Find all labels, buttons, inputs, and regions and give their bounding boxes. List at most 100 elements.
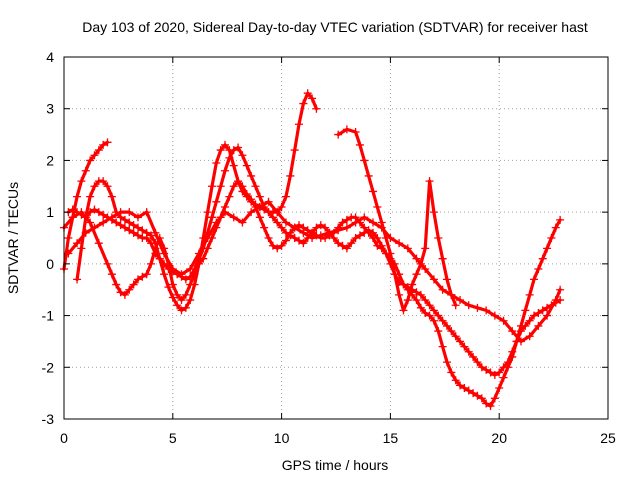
data-point (316, 231, 325, 240)
data-point (203, 208, 212, 217)
data-point (247, 208, 256, 217)
data-point (173, 301, 182, 310)
data-point (277, 202, 286, 211)
data-point (464, 301, 473, 310)
data-point (94, 239, 103, 248)
data-point (368, 187, 377, 196)
data-point (86, 192, 95, 201)
data-point (133, 213, 142, 222)
data-point (525, 316, 534, 325)
data-point (290, 146, 299, 155)
data-point (242, 161, 251, 170)
data-point (299, 99, 308, 108)
data-point (390, 270, 399, 279)
data-point (412, 296, 421, 305)
data-point (73, 192, 82, 201)
data-point (151, 228, 160, 237)
data-point (129, 228, 138, 237)
data-point (264, 197, 273, 206)
data-point (469, 352, 478, 361)
data-point (186, 265, 195, 274)
data-point (116, 208, 125, 217)
data-point (290, 234, 299, 242)
y-tick-label: 1 (46, 204, 54, 220)
data-point (77, 177, 86, 186)
data-point (68, 213, 77, 222)
data-point (81, 228, 90, 237)
data-point (525, 290, 534, 299)
data-point (543, 244, 552, 253)
y-tick-label: 4 (46, 49, 54, 65)
data-point (234, 143, 243, 152)
x-tick-label: 10 (274, 430, 290, 446)
data-point (212, 159, 221, 168)
data-point (538, 254, 547, 263)
data-point (73, 208, 82, 217)
data-point (486, 368, 495, 377)
data-point (81, 166, 90, 175)
series-trace (336, 127, 458, 312)
data-point (281, 236, 290, 245)
data-point (142, 234, 151, 242)
data-point (116, 288, 125, 297)
y-tick-label: 0 (46, 256, 54, 272)
data-point (534, 321, 543, 330)
data-point (212, 197, 221, 206)
data-point (364, 226, 373, 235)
data-point (229, 161, 238, 170)
data-point (86, 208, 95, 217)
data-point (425, 301, 434, 310)
data-point (255, 213, 264, 222)
data-point (334, 130, 343, 139)
data-point (342, 223, 351, 232)
data-point (499, 373, 508, 382)
data-point (308, 94, 317, 103)
data-point (77, 244, 86, 253)
data-point (490, 394, 499, 403)
y-tick-label: -3 (42, 411, 55, 427)
data-point (147, 231, 156, 240)
data-point (421, 296, 430, 305)
data-point (138, 272, 147, 281)
data-point (399, 306, 408, 315)
data-point (207, 182, 216, 191)
data-point (360, 156, 369, 165)
data-point (221, 166, 230, 175)
data-point (86, 218, 95, 227)
data-point (194, 249, 203, 258)
series-track-4 (64, 143, 565, 380)
data-point (286, 171, 295, 180)
data-point (447, 368, 456, 377)
data-series (60, 89, 565, 411)
data-point (160, 249, 169, 258)
data-point (99, 218, 108, 227)
data-point (456, 337, 465, 346)
data-point (469, 389, 478, 398)
data-point (177, 296, 186, 305)
data-point (490, 311, 499, 320)
data-point (138, 226, 147, 235)
data-point (412, 288, 421, 297)
data-point (482, 306, 491, 315)
data-point (295, 221, 304, 230)
data-point (238, 182, 247, 191)
y-tick-label: -2 (42, 359, 55, 375)
y-axis-label: SDTVAR / TECUs (5, 182, 21, 294)
data-point (499, 363, 508, 372)
data-point (90, 151, 99, 160)
data-point (290, 223, 299, 232)
data-point (103, 259, 112, 268)
data-point (377, 218, 386, 227)
series-trace (66, 200, 562, 343)
data-point (556, 215, 565, 224)
data-point (129, 280, 138, 289)
data-point (303, 226, 312, 235)
data-point (107, 270, 116, 279)
data-point (495, 383, 504, 392)
data-point (342, 244, 351, 253)
data-point (255, 192, 264, 201)
data-point (429, 306, 438, 315)
data-point (242, 190, 251, 199)
data-point (490, 371, 499, 380)
